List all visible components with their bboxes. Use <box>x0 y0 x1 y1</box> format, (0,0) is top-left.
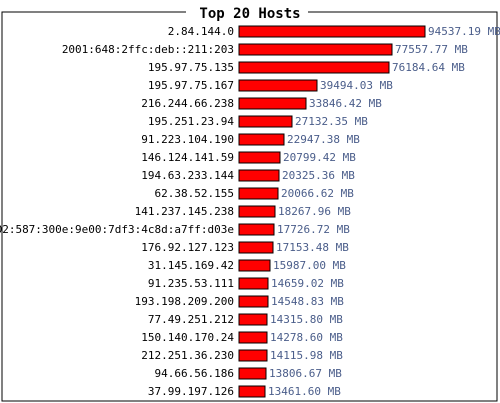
value-label: 77557.77 MB <box>395 43 468 56</box>
host-label: 150.140.170.24 <box>141 331 234 344</box>
value-label: 20325.36 MB <box>282 169 355 182</box>
host-label: 2a02:587:300e:9e00:7df3:4c8d:a7ff:d03e <box>0 223 234 236</box>
host-label: 94.66.56.186 <box>155 367 234 380</box>
title-background <box>186 4 308 22</box>
bar <box>238 259 271 272</box>
host-label: 195.97.75.135 <box>148 61 234 74</box>
host-label: 193.198.209.200 <box>135 295 234 308</box>
host-label: 195.97.75.167 <box>148 79 234 92</box>
host-label: 194.63.233.144 <box>141 169 234 182</box>
bar <box>238 331 268 344</box>
host-label: 37.99.197.126 <box>148 385 234 398</box>
value-label: 17726.72 MB <box>277 223 350 236</box>
value-label: 14548.83 MB <box>271 295 344 308</box>
value-label: 17153.48 MB <box>276 241 349 254</box>
bar <box>238 205 276 218</box>
host-label: 176.92.127.123 <box>141 241 234 254</box>
value-label: 15987.00 MB <box>273 259 346 272</box>
bar <box>238 151 281 164</box>
host-label: 146.124.141.59 <box>141 151 234 164</box>
host-label: 2.84.144.0 <box>168 25 234 38</box>
value-label: 39494.03 MB <box>320 79 393 92</box>
bar <box>238 295 269 308</box>
value-label: 27132.35 MB <box>295 115 368 128</box>
host-label: 216.244.66.238 <box>141 97 234 110</box>
bar <box>238 313 268 326</box>
host-label: 31.145.169.42 <box>148 259 234 272</box>
host-label: 2001:648:2ffc:deb::211:203 <box>62 43 234 56</box>
bar <box>238 115 293 128</box>
bar <box>238 223 275 236</box>
bars-group: 2.84.144.0 94537.19 MB2001:648:2ffc:deb::… <box>0 25 500 398</box>
bar <box>238 277 269 290</box>
host-label: 77.49.251.212 <box>148 313 234 326</box>
host-label: 91.235.53.111 <box>148 277 234 290</box>
bar <box>238 241 274 254</box>
value-label: 13461.60 MB <box>268 385 341 398</box>
value-label: 14315.80 MB <box>270 313 343 326</box>
host-label: 62.38.52.155 <box>155 187 234 200</box>
bar <box>238 169 280 182</box>
value-label: 20799.42 MB <box>283 151 356 164</box>
value-label: 14278.60 MB <box>270 331 343 344</box>
host-label: 141.237.145.238 <box>135 205 234 218</box>
bar <box>238 97 307 110</box>
host-label: 91.223.104.190 <box>141 133 234 146</box>
chart-title: Top 20 Hosts <box>199 6 300 22</box>
value-label: 13806.67 MB <box>269 367 342 380</box>
bar <box>238 367 267 380</box>
host-label: 212.251.36.230 <box>141 349 234 362</box>
bar <box>238 385 266 398</box>
bar <box>238 133 285 146</box>
value-label: 33846.42 MB <box>309 97 382 110</box>
value-label: 22947.38 MB <box>287 133 360 146</box>
bar <box>238 79 318 92</box>
value-label: 14659.02 MB <box>271 277 344 290</box>
bar <box>238 187 279 200</box>
value-label: 20066.62 MB <box>281 187 354 200</box>
bar <box>238 43 393 56</box>
bar <box>238 25 426 38</box>
bar <box>238 61 390 74</box>
value-label: 76184.64 MB <box>392 61 465 74</box>
host-label: 195.251.23.94 <box>148 115 234 128</box>
value-label: 94537.19 MB <box>428 25 500 38</box>
value-label: 18267.96 MB <box>278 205 351 218</box>
bar <box>238 349 268 362</box>
value-label: 14115.98 MB <box>270 349 343 362</box>
